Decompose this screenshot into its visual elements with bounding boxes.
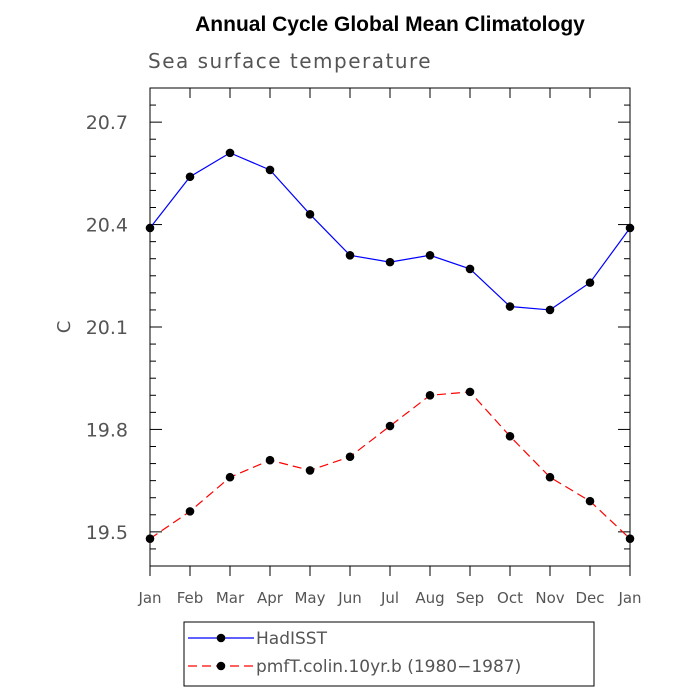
series-2-point (225, 472, 235, 482)
series-line-1 (149, 152, 631, 311)
series-1-point (345, 251, 355, 260)
series-2-point (545, 472, 555, 482)
series-1-point (225, 148, 235, 158)
series-2-point (345, 452, 355, 462)
y-tick-label: 19.8 (86, 419, 128, 441)
y-tick-label: 19.5 (86, 522, 128, 544)
series-2-point (585, 496, 595, 506)
y-tick-label: 20.4 (86, 215, 128, 237)
legend-label-1: HadISST (256, 629, 328, 649)
x-tick-label: Oct (497, 589, 523, 607)
legend-swatch-marker-1 (216, 633, 226, 643)
x-tick-label: Apr (257, 589, 284, 607)
series-2-point (265, 455, 275, 465)
x-tick-label: Sep (456, 589, 484, 607)
series-line-2 (149, 391, 631, 540)
x-tick-label: Jun (337, 589, 361, 607)
x-tick-label: Jan (137, 589, 161, 607)
series-1-point (425, 251, 435, 260)
series-1-point (385, 257, 395, 267)
axes: 19.5 19.8 20.1 20.4 20.7 Jan Feb Mar Apr May Jun Ju… (86, 87, 642, 607)
series-1-point (265, 165, 275, 175)
y-tick-label: 20.7 (86, 112, 128, 134)
series-2-point (145, 534, 155, 543)
series-1-point (505, 302, 515, 311)
y-axis-label: C (54, 321, 75, 334)
x-tick-label: Jan (617, 589, 641, 607)
chart-subtitle: Sea surface temperature (148, 49, 432, 73)
series-2-point (185, 507, 195, 516)
y-tick-label: 20.1 (86, 317, 128, 339)
series-group (145, 148, 635, 543)
chart-title: Annual Cycle Global Mean Climatology (195, 13, 585, 36)
series-2-point (465, 387, 475, 397)
series-2-point (305, 466, 315, 475)
series-2-point (625, 534, 635, 543)
x-tick-label: Mar (216, 589, 245, 607)
series-2-point (385, 421, 395, 431)
series-2-point (505, 431, 515, 441)
series-1-point (305, 210, 315, 219)
legend: HadISST pmfT.colin.10yr.b (1980−1987) (183, 621, 595, 687)
x-tick-label: Aug (415, 589, 444, 607)
x-tick-label: Dec (575, 589, 604, 607)
series-1-point (625, 223, 635, 233)
series-1-point (145, 223, 155, 233)
x-tick-label: Nov (535, 589, 564, 607)
plot-frame (149, 87, 631, 567)
legend-label-2: pmfT.colin.10yr.b (1980−1987) (256, 657, 521, 677)
series-1-point (465, 264, 475, 274)
x-tick-label: May (294, 589, 325, 607)
x-tick-label: Feb (177, 589, 204, 607)
series-1-point (545, 305, 555, 315)
series-1-point (185, 172, 195, 182)
series-1-point (585, 278, 595, 287)
x-tick-label: Jul (380, 589, 399, 607)
legend-swatch-marker-2 (216, 661, 226, 671)
series-2-point (425, 390, 435, 400)
legend-box (183, 621, 595, 687)
